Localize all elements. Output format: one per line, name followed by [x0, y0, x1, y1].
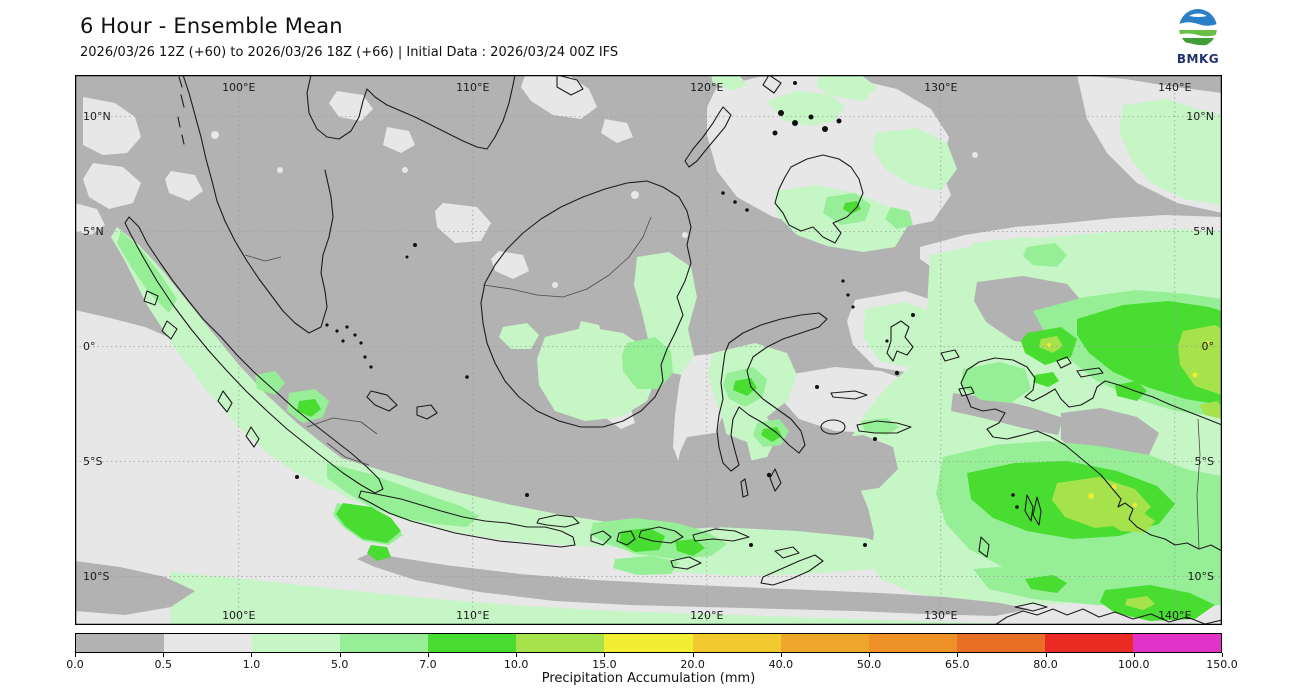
lon-label-top: 110°E: [456, 81, 489, 94]
colorbar-tick-label: 1.0: [242, 658, 261, 671]
colorbar-tick-mark: [957, 653, 959, 657]
colorbar-tick-mark: [75, 653, 76, 657]
colorbar-tick-label: 0.0: [66, 658, 84, 671]
bmkg-logo-icon: [1179, 9, 1217, 47]
colorbar-segment: [604, 634, 693, 652]
colorbar-tick-label: 100.0: [1118, 658, 1150, 671]
colorbar-tick-label: 40.0: [768, 658, 794, 671]
colorbar-segment: [340, 634, 429, 652]
colorbar-tick-label: 150.0: [1206, 658, 1238, 671]
page-title: 6 Hour - Ensemble Mean: [80, 14, 343, 38]
colorbar-segment: [76, 634, 165, 652]
colorbar-tick-label: 50.0: [856, 658, 882, 671]
colorbar-tick-label: 80.0: [1033, 658, 1058, 671]
colorbar-tick-label: 10.0: [503, 658, 529, 671]
precipitation-map: 100°E 110°E 120°E 130°E 140°E 100°E 110°…: [75, 75, 1222, 625]
gridlines: [75, 75, 1222, 625]
colorbar-segment: [956, 634, 1045, 652]
colorbar-tick-mark: [339, 653, 341, 657]
lat-label-left: 5°N: [83, 225, 104, 238]
colorbar-segment: [428, 634, 517, 652]
colorbar-segment: [516, 634, 605, 652]
lat-label-right: 10°N: [1186, 110, 1214, 123]
lat-label-right: 10°S: [1188, 570, 1214, 583]
lat-label-left: 5°S: [83, 455, 102, 468]
colorbar-tick-mark: [780, 653, 782, 657]
colorbar-tick-label: 15.0: [592, 658, 617, 671]
colorbar-tick-mark: [1045, 653, 1047, 657]
coastlines: [124, 75, 1222, 625]
colorbar-ticks: 0.0 0.5 1.0 5.0 7.0 10.0 15.0 20.0 40.0 50.0 65.0 8…: [66, 653, 1238, 675]
colorbar-segment: [780, 634, 869, 652]
colorbar-tick-label: 0.5: [154, 658, 172, 671]
lon-label-top: 130°E: [924, 81, 957, 94]
colorbar-tick-label: 65.0: [945, 658, 970, 671]
colorbar-label: Precipitation Accumulation (mm): [541, 671, 756, 686]
grid-labels: 100°E 110°E 120°E 130°E 140°E 100°E 110°…: [83, 81, 1214, 622]
colorbar-segment: [868, 634, 957, 652]
colorbar-tick-mark: [1133, 653, 1135, 657]
lon-label-bottom: 120°E: [690, 609, 723, 622]
lat-label-right: 5°N: [1193, 225, 1214, 238]
lat-label-left: 0°: [83, 340, 96, 353]
lat-label-left: 10°N: [83, 110, 111, 123]
colorbar-tick-mark: [251, 653, 253, 657]
bmkg-logo-label: BMKG: [1176, 52, 1220, 66]
map-canvas: 100°E 110°E 120°E 130°E 140°E 100°E 110°…: [75, 75, 1222, 625]
lon-label-bottom: 130°E: [924, 609, 957, 622]
colorbar-tick-mark: [869, 653, 871, 657]
colorbar-segment: [1132, 634, 1222, 652]
lon-label-bottom: 110°E: [456, 609, 489, 622]
lon-label-bottom: 100°E: [222, 609, 255, 622]
map-border: [75, 75, 1222, 625]
lon-label-bottom: 140°E: [1158, 609, 1191, 622]
colorbar-segments: [75, 633, 1222, 653]
lon-label-top: 100°E: [222, 81, 255, 94]
colorbar-tick-mark: [427, 653, 429, 657]
colorbar-tick-mark: [604, 653, 606, 657]
colorbar-segment: [692, 634, 781, 652]
bmkg-logo: BMKG: [1172, 8, 1224, 66]
colorbar-segment: [164, 634, 253, 652]
lon-label-top: 140°E: [1158, 81, 1191, 94]
colorbar-tick-label: 20.0: [680, 658, 705, 671]
colorbar-segment: [252, 634, 341, 652]
colorbar-tick-mark: [1222, 653, 1223, 657]
lat-label-right: 0°: [1202, 340, 1215, 353]
page-subtitle: 2026/03/26 12Z (+60) to 2026/03/26 18Z (…: [80, 45, 619, 60]
colorbar-tick-label: 5.0: [330, 658, 349, 671]
lat-label-left: 10°S: [83, 570, 109, 583]
colorbar-tick-label: 7.0: [419, 658, 437, 671]
lon-label-top: 120°E: [690, 81, 723, 94]
lat-label-right: 5°S: [1195, 455, 1214, 468]
colorbar-tick-mark: [692, 653, 694, 657]
colorbar-segment: [1044, 634, 1133, 652]
colorbar-tick-mark: [516, 653, 518, 657]
colorbar-tick-mark: [163, 653, 165, 657]
